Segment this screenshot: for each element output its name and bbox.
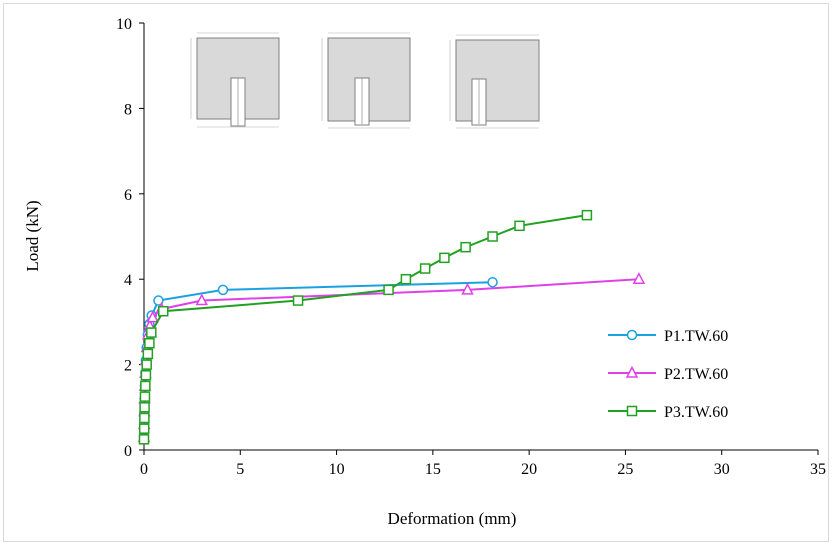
specimen-sketches xyxy=(190,32,540,129)
data-point xyxy=(439,252,450,264)
data-point xyxy=(632,272,646,284)
specimen-sketch-3 xyxy=(449,34,540,129)
data-point xyxy=(461,282,474,295)
series-line xyxy=(143,278,639,438)
data-point xyxy=(514,220,525,232)
specimen-sketch-2 xyxy=(321,32,411,129)
x-axis-title: Deformation (mm) xyxy=(388,509,517,528)
data-point xyxy=(383,284,394,296)
data-point xyxy=(419,263,431,274)
y-tick-label: 4 xyxy=(124,272,132,289)
legend-item-2: P2.TW.60 xyxy=(608,365,728,383)
data-point xyxy=(158,305,169,317)
series-layer xyxy=(137,209,646,445)
data-point xyxy=(141,359,152,370)
data-point xyxy=(400,273,412,285)
data-point xyxy=(581,209,593,221)
data-point xyxy=(139,391,151,402)
legend-marker xyxy=(626,405,638,417)
data-point xyxy=(217,284,229,296)
legend-item-1: P1.TW.60 xyxy=(608,328,728,345)
data-point xyxy=(138,423,150,434)
series-2 xyxy=(137,272,646,442)
y-axis-ticks: 0 2 4 6 8 10 xyxy=(116,16,144,460)
y-tick-label: 2 xyxy=(124,358,132,375)
data-point xyxy=(146,310,159,323)
data-point xyxy=(487,231,498,242)
series-line xyxy=(143,214,588,440)
data-point xyxy=(460,241,471,253)
legend-label: P1.TW.60 xyxy=(664,328,728,345)
y-tick-label: 6 xyxy=(124,187,132,204)
x-axis-ticks: 0 5 10 15 20 25 30 35 xyxy=(140,450,826,478)
x-tick-label: 20 xyxy=(521,461,537,478)
data-point xyxy=(138,434,150,445)
legend-marker xyxy=(626,329,638,341)
x-tick-label: 35 xyxy=(810,461,826,478)
data-point xyxy=(139,412,150,424)
data-point xyxy=(146,327,157,338)
legend: P1.TW.60 P2.TW.60 P3.TW.60 xyxy=(608,328,728,421)
data-point xyxy=(139,402,150,413)
y-tick-label: 8 xyxy=(124,101,132,118)
data-point xyxy=(142,348,154,360)
y-axis-title: Load (kN) xyxy=(23,200,42,271)
series-3 xyxy=(138,209,593,445)
x-tick-label: 5 xyxy=(236,461,244,478)
data-point xyxy=(140,380,151,392)
data-point xyxy=(153,295,164,306)
data-point xyxy=(292,295,304,306)
x-tick-label: 0 xyxy=(140,461,148,478)
y-tick-label: 0 xyxy=(124,443,132,460)
data-point xyxy=(195,293,209,306)
x-tick-label: 30 xyxy=(714,461,730,478)
data-point xyxy=(487,276,498,288)
x-tick-label: 15 xyxy=(425,461,441,478)
legend-label: P3.TW.60 xyxy=(664,404,728,421)
data-point xyxy=(140,370,152,381)
x-tick-label: 10 xyxy=(329,461,345,478)
specimen-sketch-1 xyxy=(190,32,280,128)
y-tick-label: 10 xyxy=(116,16,132,33)
series-line xyxy=(143,281,493,438)
data-point xyxy=(144,338,155,349)
legend-marker xyxy=(625,365,639,378)
x-tick-label: 25 xyxy=(617,461,633,478)
legend-label: P2.TW.60 xyxy=(664,366,728,383)
legend-item-3: P3.TW.60 xyxy=(608,404,728,421)
